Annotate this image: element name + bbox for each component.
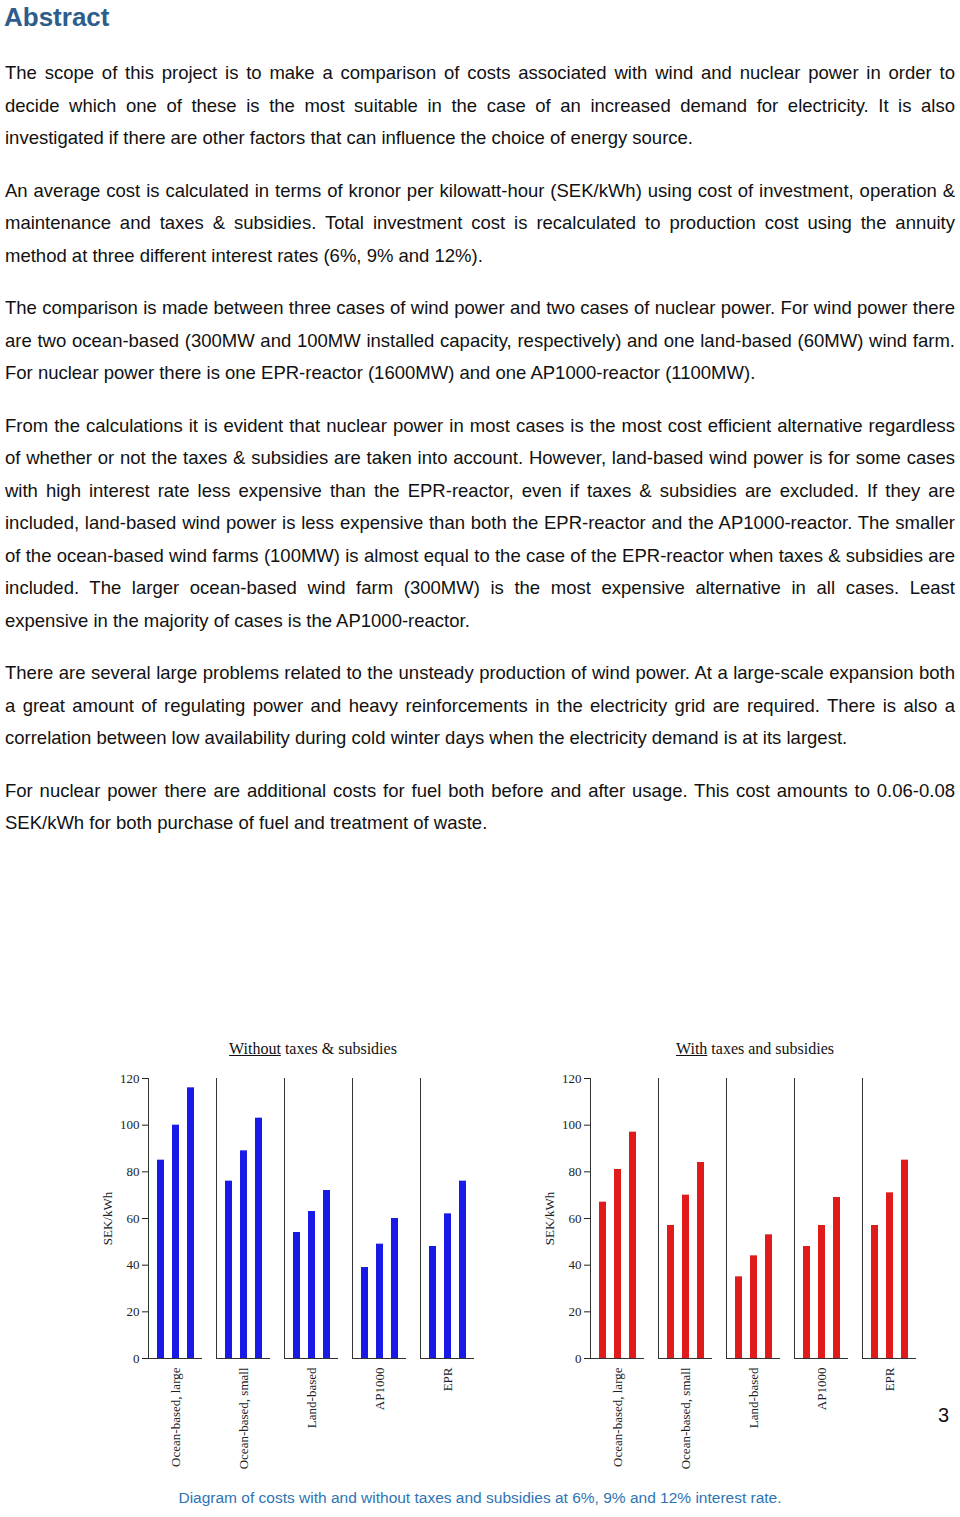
html-text:3: 3 [938, 1404, 950, 1426]
html-text:With taxes and subsidies: With taxes and subsidies [676, 1040, 834, 1057]
svg-text:60: 60 [569, 1211, 582, 1226]
html-text:Diagram of costs with and with: Diagram of costs with and without taxes … [178, 1489, 782, 1506]
html-text:Abstract: Abstract [4, 2, 110, 32]
svg-text:40: 40 [127, 1257, 140, 1272]
html-text:The scope of this project is t: The scope of this project is to make a c… [5, 62, 955, 148]
svg-text:Land-based: Land-based [304, 1367, 319, 1428]
html-text:An average cost is calculated: An average cost is calculated in terms o… [5, 179, 955, 266]
html-text:From the calculations it is ev: From the calculations it is evident that… [5, 414, 955, 631]
svg-text:40: 40 [569, 1257, 582, 1272]
svg-text:Ocean-based, small: Ocean-based, small [236, 1367, 251, 1469]
svg-text:AP1000: AP1000 [372, 1368, 387, 1411]
svg-text:SEK/kWh: SEK/kWh [100, 1191, 115, 1245]
svg-text:EPR: EPR [882, 1367, 897, 1391]
svg-text:20: 20 [569, 1304, 582, 1319]
svg-text:0: 0 [575, 1351, 582, 1366]
svg-text:60: 60 [127, 1211, 140, 1226]
svg-text:SEK/kWh: SEK/kWh [542, 1191, 557, 1245]
svg-text:0: 0 [133, 1351, 140, 1366]
svg-text:Ocean-based, large: Ocean-based, large [610, 1367, 625, 1467]
svg-text:120: 120 [562, 1071, 582, 1086]
svg-text:100: 100 [562, 1117, 582, 1132]
svg-text:AP1000: AP1000 [814, 1368, 829, 1411]
svg-text:80: 80 [569, 1164, 582, 1179]
svg-text:80: 80 [127, 1164, 140, 1179]
svg-text:Ocean-based, large: Ocean-based, large [168, 1367, 183, 1467]
html-text:The comparison is made between: The comparison is made between three cas… [5, 297, 955, 383]
svg-text:100: 100 [120, 1117, 140, 1132]
svg-text:Ocean-based, small: Ocean-based, small [678, 1367, 693, 1469]
html-text:Without taxes & subsidies: Without taxes & subsidies [229, 1040, 397, 1057]
svg-text:120: 120 [120, 1071, 140, 1086]
svg-text:Land-based: Land-based [746, 1367, 761, 1428]
svg-text:20: 20 [127, 1304, 140, 1319]
html-text:For nuclear power there are ad: For nuclear power there are additional c… [5, 779, 955, 833]
svg-text:EPR: EPR [440, 1367, 455, 1391]
html-text:There are several large proble: There are several large problems related… [5, 662, 955, 748]
